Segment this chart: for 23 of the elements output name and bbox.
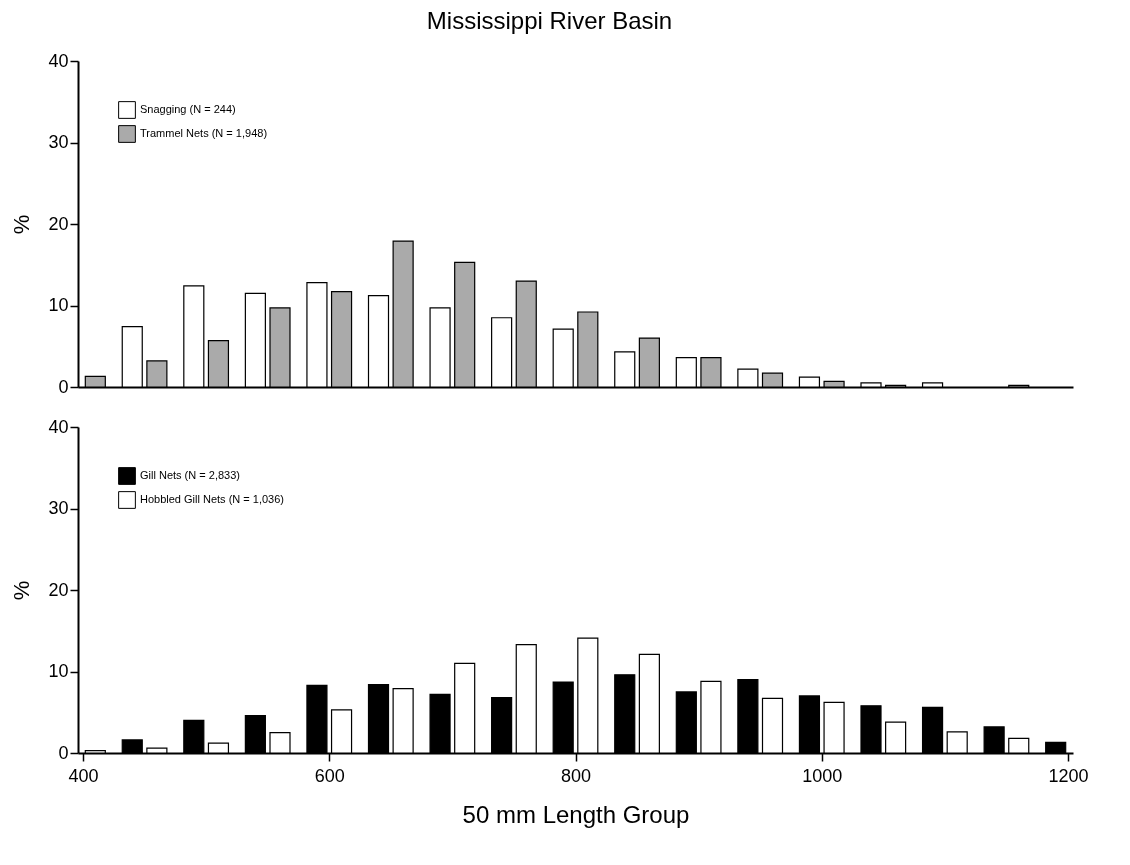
y-tick-label: 30	[48, 132, 69, 152]
legend-label: Gill Nets (N = 2,833)	[140, 469, 240, 481]
y-tick-label: 0	[58, 376, 69, 397]
y-tick-label: 40	[48, 50, 69, 71]
y-tick-label: 30	[48, 498, 69, 518]
x-axis-title: 50 mm Length Group	[462, 800, 690, 828]
y-tick-label: 10	[48, 295, 69, 315]
x-tick-label: 800	[560, 765, 592, 786]
y-tick-label: 0	[58, 742, 69, 763]
x-tick-label: 400	[68, 765, 99, 786]
y-tick-label: 10	[48, 661, 69, 681]
y-tick-label: 40	[48, 416, 69, 437]
legend-label: Trammel Nets (N = 1,948)	[140, 127, 268, 139]
y-tick-label: 20	[48, 579, 69, 600]
legend-label: Snagging (N = 244)	[140, 103, 236, 115]
x-tick-label: 1200	[1048, 765, 1089, 786]
y-tick-label: 20	[48, 213, 69, 234]
x-tick-label: 600	[314, 765, 345, 786]
y-axis-title: %	[9, 580, 35, 601]
y-axis-title: %	[9, 214, 35, 235]
chart-title: Mississippi River Basin	[426, 7, 673, 34]
x-tick-label: 1000	[802, 765, 843, 786]
legend-label: Hobbled Gill Nets (N = 1,036)	[140, 493, 284, 505]
